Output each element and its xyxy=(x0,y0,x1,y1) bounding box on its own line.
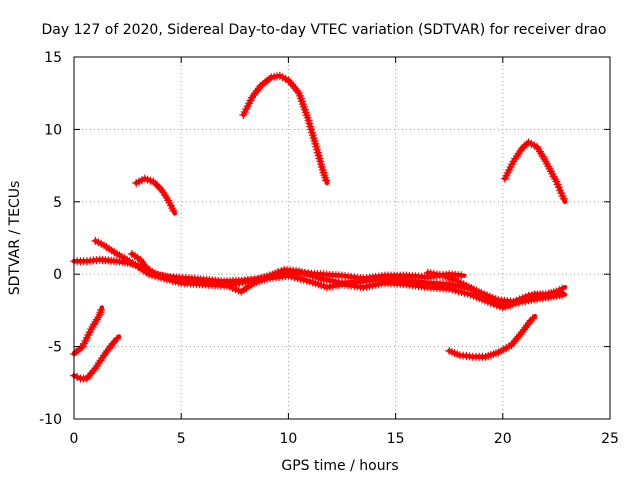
series-line-arc-9 xyxy=(502,140,568,205)
grid xyxy=(74,57,610,419)
series-markers-arc-7 xyxy=(132,174,178,215)
series-markers-arc-10 xyxy=(445,314,537,361)
axes: 0 5 10 15 20 25 -10 -5 0 5 10 15 xyxy=(39,50,619,447)
y-tick-label: -10 xyxy=(39,412,62,428)
y-tick-label: 5 xyxy=(53,195,62,211)
data-traces xyxy=(70,71,568,383)
series-markers-arc-1 xyxy=(70,305,106,358)
x-tick-label: 5 xyxy=(177,431,186,447)
series-markers-arc-9 xyxy=(500,138,568,203)
series-markers-arc-6 xyxy=(423,268,564,306)
y-axis-label: SDTVAR / TECUs xyxy=(7,181,23,296)
y-tick-label: -5 xyxy=(48,340,62,356)
y-tick-label: 15 xyxy=(44,50,62,66)
y-tick-label: 10 xyxy=(44,122,62,138)
x-tick-label: 10 xyxy=(279,431,297,447)
x-tick-label: 20 xyxy=(494,431,512,447)
x-tick-label: 0 xyxy=(70,431,79,447)
x-tick-label: 25 xyxy=(601,431,619,447)
plot-frame xyxy=(73,56,611,420)
y-tick-label: 0 xyxy=(53,267,62,283)
series-markers-arc-8 xyxy=(239,71,331,185)
x-axis-label: GPS time / hours xyxy=(281,458,398,474)
chart-title: Day 127 of 2020, Sidereal Day-to-day VTE… xyxy=(41,22,606,38)
x-tick-label: 15 xyxy=(387,431,405,447)
